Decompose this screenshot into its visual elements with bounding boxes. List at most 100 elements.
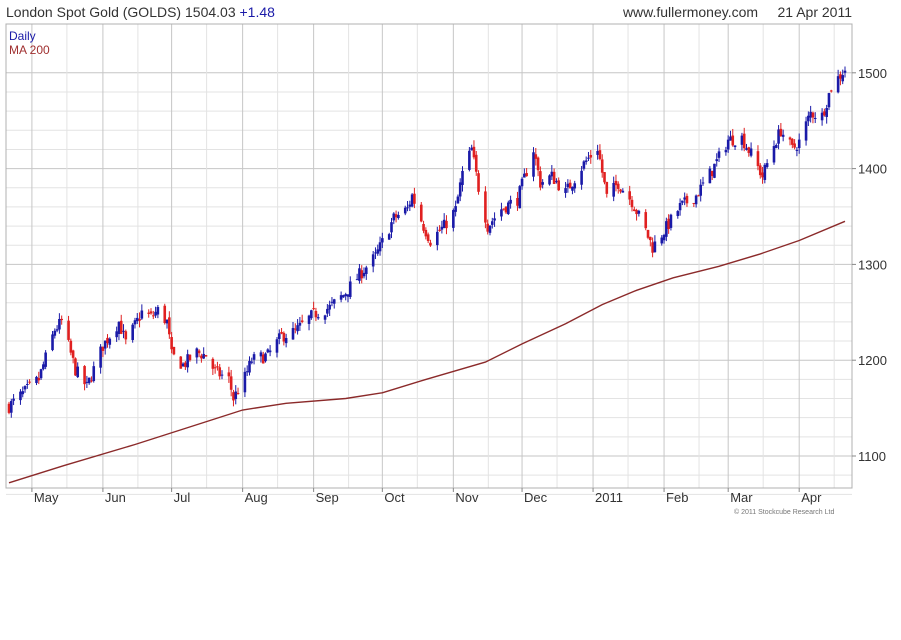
candle-up <box>378 242 382 252</box>
candle-down <box>147 312 151 314</box>
ma200-line <box>8 220 846 484</box>
candle-up <box>566 183 570 188</box>
candle-down <box>747 147 751 153</box>
candle-up <box>621 190 625 193</box>
candle-up <box>87 377 91 384</box>
candle-up <box>795 149 799 151</box>
chart-source: www.fullermoney.com 21 Apr 2011 <box>623 4 852 20</box>
candle-down <box>791 138 794 145</box>
candle-up <box>339 295 343 300</box>
candle-down <box>516 198 519 206</box>
candle-up <box>403 207 407 214</box>
candle-down <box>261 354 265 364</box>
candle-down <box>839 74 842 79</box>
candle-down <box>213 367 217 369</box>
candle-down <box>282 332 286 342</box>
candle-up <box>509 199 512 204</box>
candle-up <box>85 381 89 383</box>
plot-frame <box>5 23 853 489</box>
candle-down <box>184 362 187 367</box>
candle-up <box>436 231 439 246</box>
candle-up <box>678 203 682 211</box>
candle-down <box>211 358 215 369</box>
candle-up <box>596 151 599 155</box>
candle-down <box>188 354 192 361</box>
candle-up <box>584 160 588 162</box>
source-site: www.fullermoney.com <box>622 4 759 20</box>
candle-up <box>518 186 522 209</box>
candle-down <box>67 320 70 340</box>
candle-up <box>268 350 272 353</box>
candle-up <box>726 139 730 150</box>
candle-up <box>42 364 45 370</box>
candle-down <box>477 173 480 192</box>
y-tick-label: 1100 <box>858 449 886 464</box>
candle-up <box>669 214 673 228</box>
candle-up <box>397 214 400 219</box>
candle-up <box>250 361 254 363</box>
candle-up <box>181 363 185 367</box>
candle-down <box>149 311 153 314</box>
candle-up <box>454 206 457 212</box>
candle-up <box>259 352 263 357</box>
candle-down <box>667 218 670 230</box>
candle-down <box>119 320 123 334</box>
candle-up <box>493 218 496 221</box>
instrument-name: London Spot Gold (GOLDS) <box>6 4 182 20</box>
x-tick-label: Aug <box>245 490 268 505</box>
candle-up <box>813 117 817 119</box>
candle-up <box>763 164 767 180</box>
candle-up <box>165 319 169 324</box>
candle-up <box>53 330 57 336</box>
candle-down <box>552 171 556 184</box>
candle-up <box>131 324 134 340</box>
candle-up <box>733 145 737 148</box>
candle-up <box>195 348 199 358</box>
candle-up <box>772 146 776 163</box>
candle-up <box>781 134 785 137</box>
candle-up <box>804 121 808 141</box>
candle-up <box>103 340 107 349</box>
y-tick-label: 1300 <box>858 257 887 272</box>
y-tick-label: 1400 <box>858 162 887 177</box>
candle-down <box>204 355 208 357</box>
candle-up <box>541 182 544 185</box>
candle-up <box>76 366 80 378</box>
candle-up <box>507 202 510 215</box>
candle-down <box>429 242 432 246</box>
candle-up <box>307 315 311 324</box>
candle-up <box>681 200 684 203</box>
candle-up <box>408 204 412 207</box>
candle-down <box>646 229 650 238</box>
candle-up <box>740 135 744 145</box>
candle-up <box>21 391 25 395</box>
candle-up <box>23 386 27 390</box>
x-axis: May Jun Jul Aug Sep Oct Nov Dec 2011 Feb Mar Apr <box>31 488 822 505</box>
candle-up <box>39 369 43 379</box>
candle-down <box>360 270 364 279</box>
x-tick-label: Apr <box>801 490 822 505</box>
copyright-text: © 2011 Stockcube Research Ltd <box>734 509 835 516</box>
candle-up <box>355 279 359 281</box>
candle-up <box>326 308 329 314</box>
price-change: +1.48 <box>239 4 275 20</box>
candle-down <box>756 151 760 167</box>
candle-down <box>419 204 423 222</box>
candle-up <box>234 391 238 400</box>
y-tick-label: 1500 <box>858 66 887 81</box>
candle-up <box>374 252 377 254</box>
candle-up <box>122 330 125 332</box>
candle-up <box>694 195 698 205</box>
candle-up <box>827 93 831 108</box>
x-tick-label: Dec <box>524 490 548 505</box>
candle-down <box>539 171 542 188</box>
candle-up <box>316 317 320 319</box>
candle-up <box>371 254 375 267</box>
candle-down <box>124 331 128 340</box>
candle-down <box>635 210 638 215</box>
candle-up <box>9 401 13 413</box>
candle-down <box>628 191 632 200</box>
candle-up <box>35 376 38 384</box>
candle-down <box>761 172 764 178</box>
candle-down <box>60 318 63 321</box>
